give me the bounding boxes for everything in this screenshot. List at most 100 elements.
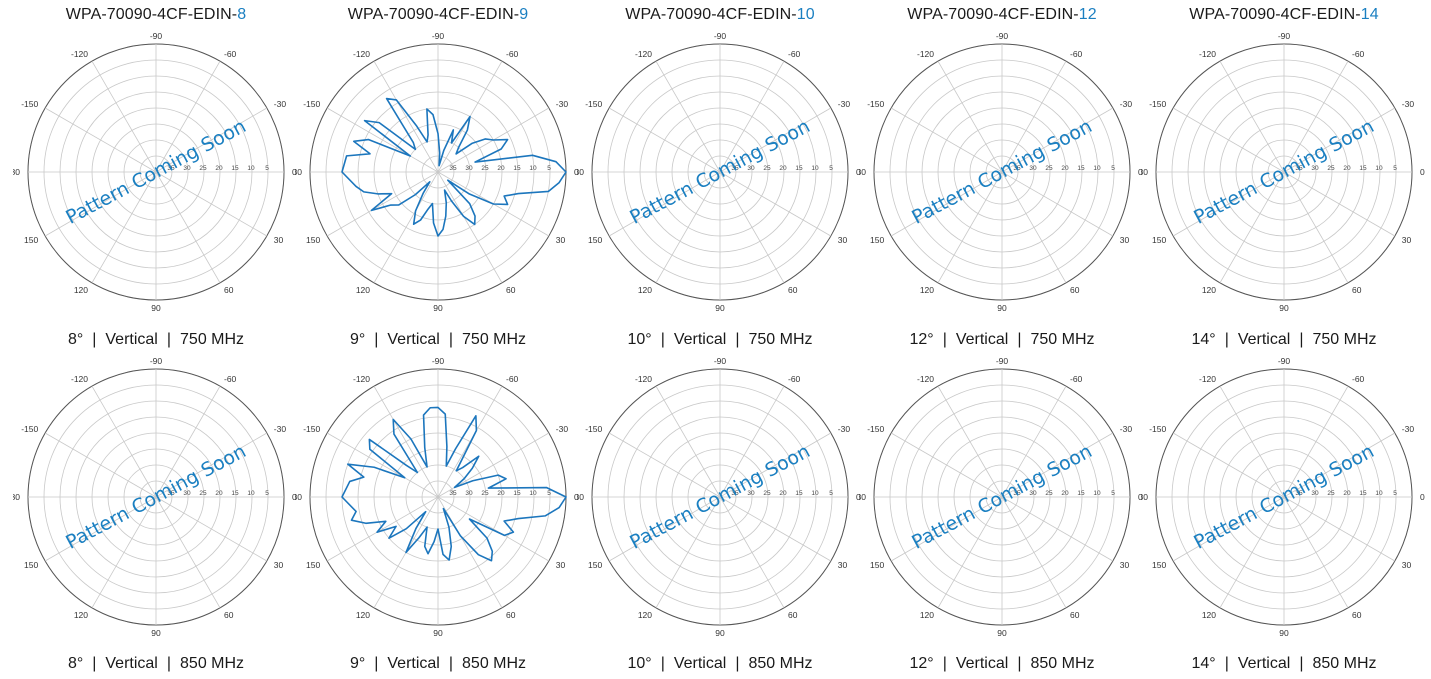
grid-spoke	[719, 496, 785, 609]
angle-tick-label: 90	[151, 303, 161, 313]
angle-tick-label: -60	[1352, 374, 1365, 384]
plot-caption: 14° | Vertical | 850 MHz	[1141, 655, 1427, 673]
radial-tick-label: 10	[247, 490, 255, 497]
radial-tick-label: 15	[795, 165, 803, 172]
radial-tick-label: 5	[547, 165, 551, 172]
grid-spoke	[437, 171, 503, 284]
grid-spoke	[1283, 60, 1349, 173]
caption-sep: |	[1224, 655, 1229, 672]
polar-plot: 0306090120150180-150-120-90-60-303530252…	[295, 22, 581, 322]
angle-tick-label: 60	[1070, 285, 1080, 295]
caption-tilt: 12°	[909, 331, 934, 348]
radial-tick-label: 25	[1045, 490, 1053, 497]
caption-tilt: 14°	[1191, 655, 1216, 672]
polar-svg: 0306090120150180-150-120-90-60-303530252…	[295, 31, 579, 313]
angle-tick-label: 150	[588, 235, 602, 245]
angle-tick-label: 60	[224, 610, 234, 620]
angle-tick-label: -90	[1278, 356, 1291, 366]
angle-tick-label: 120	[74, 610, 88, 620]
caption-frequency: 750 MHz	[1312, 331, 1377, 348]
grid-spoke	[719, 171, 785, 284]
grid-spoke	[719, 107, 832, 173]
angle-tick-label: 90	[997, 628, 1007, 638]
radial-tick-label: 35	[1295, 490, 1303, 497]
polar-svg: 0306090120150180-150-120-90-60-303530252…	[13, 31, 297, 313]
polar-svg: 0306090120150180-150-120-90-60-303530252…	[577, 356, 861, 638]
angle-tick-label: -90	[150, 31, 163, 41]
caption-polarization: Vertical	[387, 331, 440, 348]
caption-frequency: 750 MHz	[462, 331, 527, 348]
angle-tick-label: 60	[1352, 610, 1362, 620]
radial-tick-label: 15	[231, 490, 239, 497]
grid-spoke	[719, 60, 785, 173]
angle-tick-label: 60	[788, 285, 798, 295]
angle-tick-label: 150	[1152, 235, 1166, 245]
grid-spoke	[719, 496, 832, 562]
radial-tick-label: 20	[1061, 490, 1069, 497]
radial-tick-label: 25	[1327, 490, 1335, 497]
angle-tick-label: -60	[506, 49, 519, 59]
angle-tick-label: -90	[150, 356, 163, 366]
model-tilt-suffix: 14	[1360, 6, 1379, 23]
radial-tick-label: 30	[183, 165, 191, 172]
grid-spoke	[1283, 385, 1349, 498]
grid-spoke	[655, 60, 721, 173]
angle-tick-label: 0	[574, 492, 579, 502]
grid-spoke	[890, 171, 1003, 237]
angle-tick-label: 0	[1138, 492, 1143, 502]
radial-tick-label: 5	[1111, 165, 1115, 172]
radial-tick-label: 25	[1327, 165, 1335, 172]
column-title: WPA-70090-4CF-EDIN-10	[577, 6, 863, 24]
radial-tick-label: 30	[1029, 165, 1037, 172]
radial-tick-label: 5	[1111, 490, 1115, 497]
radial-tick-label: 15	[795, 490, 803, 497]
radial-tick-label: 5	[265, 490, 269, 497]
polar-svg: 0306090120150180-150-120-90-60-303530252…	[577, 31, 861, 313]
radial-tick-label: 35	[731, 165, 739, 172]
grid-spoke	[155, 107, 268, 173]
angle-tick-label: 0	[574, 167, 579, 177]
grid-spoke	[91, 496, 157, 609]
angle-tick-label: -90	[996, 356, 1009, 366]
caption-polarization: Vertical	[955, 331, 1009, 348]
caption-tilt: 8°	[67, 331, 84, 348]
radial-tick-label: 25	[199, 490, 207, 497]
grid-spoke	[1219, 171, 1285, 284]
angle-tick-label: -120	[353, 374, 370, 384]
radial-tick-label: 5	[829, 165, 833, 172]
angle-tick-label: -120	[635, 374, 652, 384]
angle-tick-label: 60	[506, 610, 516, 620]
radial-tick-label: 20	[215, 165, 223, 172]
plot-caption: 10° | Vertical | 750 MHz	[577, 331, 863, 349]
angle-tick-label: 60	[1070, 610, 1080, 620]
grid-spoke	[890, 107, 1003, 173]
angle-tick-label: 150	[1152, 560, 1166, 570]
grid-spoke	[1172, 107, 1285, 173]
caption-sep: |	[660, 331, 665, 348]
radial-tick-label: 15	[1077, 165, 1085, 172]
caption-polarization: Vertical	[105, 331, 158, 348]
radial-tick-label: 10	[529, 490, 537, 497]
plot-caption: 14° | Vertical | 750 MHz	[1141, 331, 1427, 349]
caption-polarization: Vertical	[387, 655, 440, 672]
radial-tick-label: 25	[763, 165, 771, 172]
angle-tick-label: -150	[21, 424, 38, 434]
angle-tick-label: -120	[1199, 374, 1216, 384]
angle-tick-label: 150	[588, 560, 602, 570]
caption-tilt: 10°	[627, 655, 652, 672]
radial-tick-label: 30	[747, 490, 755, 497]
caption-polarization: Vertical	[105, 655, 158, 672]
angle-tick-label: 150	[870, 235, 884, 245]
angle-tick-label: -150	[1149, 99, 1166, 109]
grid-spoke	[608, 432, 721, 498]
polar-plot: 0306090120150180-150-120-90-60-303530252…	[859, 347, 1145, 647]
angle-tick-label: 150	[870, 560, 884, 570]
model-tilt-suffix: 9	[519, 6, 529, 23]
grid-spoke	[890, 432, 1003, 498]
caption-sep: |	[374, 331, 379, 348]
angle-tick-label: 90	[433, 303, 443, 313]
caption-frequency: 850 MHz	[1030, 655, 1095, 672]
angle-tick-label: 120	[638, 610, 652, 620]
model-tilt-suffix: 8	[237, 6, 247, 23]
polar-plot: 0306090120150180-150-120-90-60-303530252…	[13, 22, 299, 322]
